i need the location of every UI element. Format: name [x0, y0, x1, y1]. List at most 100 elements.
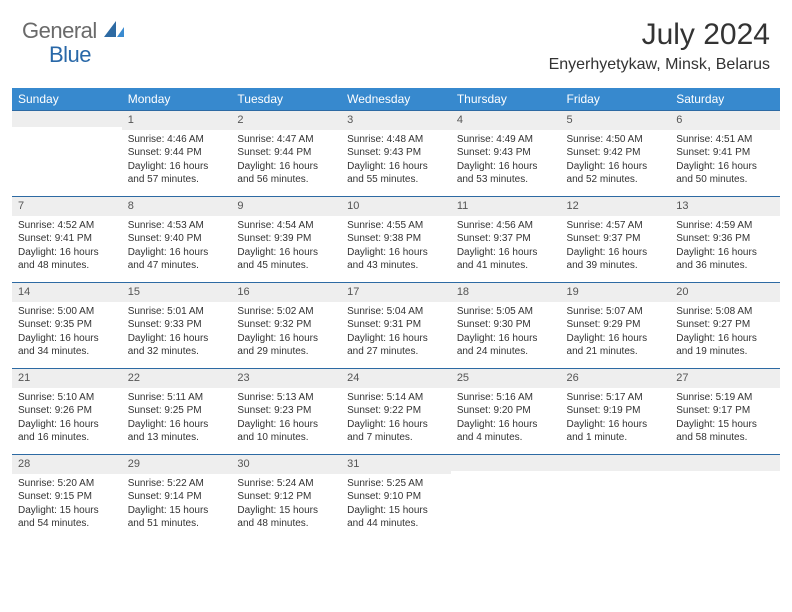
calendar-day-cell: 9Sunrise: 4:54 AMSunset: 9:39 PMDaylight…	[231, 196, 341, 282]
day-info-line: Sunrise: 5:02 AM	[237, 305, 335, 319]
calendar-day-cell: 18Sunrise: 5:05 AMSunset: 9:30 PMDayligh…	[451, 282, 561, 368]
calendar-week-row: 14Sunrise: 5:00 AMSunset: 9:35 PMDayligh…	[12, 282, 780, 368]
day-number: 18	[451, 282, 561, 302]
day-info-line: Daylight: 16 hours and 48 minutes.	[18, 246, 116, 273]
calendar-day-cell: 14Sunrise: 5:00 AMSunset: 9:35 PMDayligh…	[12, 282, 122, 368]
day-info-line: Sunset: 9:36 PM	[676, 232, 774, 246]
day-info-line: Sunset: 9:41 PM	[18, 232, 116, 246]
calendar-day-cell: 28Sunrise: 5:20 AMSunset: 9:15 PMDayligh…	[12, 454, 122, 540]
day-info-line: Daylight: 16 hours and 7 minutes.	[347, 418, 445, 445]
calendar-day-cell: 25 Sunrise: 5:16 AMSunset: 9:20 PMDayligh…	[451, 368, 561, 454]
calendar-day-cell: 17Sunrise: 5:04 AMSunset: 9:31 PMDayligh…	[341, 282, 451, 368]
weekday-header: Thursday	[451, 88, 561, 110]
day-number: 28	[12, 454, 122, 474]
weekday-header: Tuesday	[231, 88, 341, 110]
day-number: 10	[341, 196, 451, 216]
day-number: 24	[341, 368, 451, 388]
day-info-line: Sunset: 9:37 PM	[567, 232, 665, 246]
calendar-day-cell: 15Sunrise: 5:01 AMSunset: 9:33 PMDayligh…	[122, 282, 232, 368]
day-body	[561, 471, 671, 478]
day-body: Sunrise: 5:24 AMSunset: 9:12 PMDaylight:…	[231, 474, 341, 535]
day-info-line: Sunset: 9:38 PM	[347, 232, 445, 246]
day-info-line: Daylight: 16 hours and 10 minutes.	[237, 418, 335, 445]
day-info-line: Sunset: 9:20 PM	[457, 404, 555, 418]
day-number: 3	[341, 110, 451, 130]
day-info-line: Daylight: 16 hours and 52 minutes.	[567, 160, 665, 187]
day-info-line: Sunrise: 5:08 AM	[676, 305, 774, 319]
day-info-line: Sunset: 9:19 PM	[567, 404, 665, 418]
day-number: 2	[231, 110, 341, 130]
day-number: 29	[122, 454, 232, 474]
day-info-line: Sunset: 9:43 PM	[457, 146, 555, 160]
calendar-day-cell: 10Sunrise: 4:55 AMSunset: 9:38 PMDayligh…	[341, 196, 451, 282]
day-number: 4	[451, 110, 561, 130]
calendar-day-cell: 8Sunrise: 4:53 AMSunset: 9:40 PMDaylight…	[122, 196, 232, 282]
day-number: 13	[670, 196, 780, 216]
day-info-line: Sunrise: 5:13 AM	[237, 391, 335, 405]
day-number: 31	[341, 454, 451, 474]
calendar-day-cell: 13Sunrise: 4:59 AMSunset: 9:36 PMDayligh…	[670, 196, 780, 282]
day-info-line: Daylight: 15 hours and 51 minutes.	[128, 504, 226, 531]
day-info-line: Daylight: 16 hours and 13 minutes.	[128, 418, 226, 445]
day-body: Sunrise: 4:53 AMSunset: 9:40 PMDaylight:…	[122, 216, 232, 277]
day-info-line: Sunset: 9:43 PM	[347, 146, 445, 160]
day-body: Sunrise: 5:22 AMSunset: 9:14 PMDaylight:…	[122, 474, 232, 535]
calendar-day-cell: 27Sunrise: 5:19 AMSunset: 9:17 PMDayligh…	[670, 368, 780, 454]
location: Enyerhyetykaw, Minsk, Belarus	[549, 56, 770, 74]
day-info-line: Sunset: 9:32 PM	[237, 318, 335, 332]
day-info-line: Sunset: 9:10 PM	[347, 490, 445, 504]
day-info-line: Sunset: 9:29 PM	[567, 318, 665, 332]
day-body	[670, 471, 780, 478]
day-info-line: Sunset: 9:12 PM	[237, 490, 335, 504]
day-info-line: Sunrise: 4:56 AM	[457, 219, 555, 233]
day-info-line: Sunrise: 5:17 AM	[567, 391, 665, 405]
day-number: 25	[451, 368, 561, 388]
logo-text-general: General	[22, 18, 97, 44]
day-body: Sunrise: 4:50 AMSunset: 9:42 PMDaylight:…	[561, 130, 671, 191]
day-body: Sunrise: 4:47 AMSunset: 9:44 PMDaylight:…	[231, 130, 341, 191]
day-body: Sunrise: 5:25 AMSunset: 9:10 PMDaylight:…	[341, 474, 451, 535]
day-body: Sunrise: 5:17 AMSunset: 9:19 PMDaylight:…	[561, 388, 671, 449]
day-body: Sunrise: 5:14 AMSunset: 9:22 PMDaylight:…	[341, 388, 451, 449]
day-info-line: Sunset: 9:25 PM	[128, 404, 226, 418]
calendar-day-cell: 3Sunrise: 4:48 AMSunset: 9:43 PMDaylight…	[341, 110, 451, 196]
day-number: 26	[561, 368, 671, 388]
calendar-day-cell: 23Sunrise: 5:13 AMSunset: 9:23 PMDayligh…	[231, 368, 341, 454]
day-info-line: Sunrise: 5:05 AM	[457, 305, 555, 319]
day-info-line: Sunset: 9:44 PM	[128, 146, 226, 160]
day-number: 7	[12, 196, 122, 216]
weekday-header: Sunday	[12, 88, 122, 110]
day-body: Sunrise: 4:56 AMSunset: 9:37 PMDaylight:…	[451, 216, 561, 277]
day-number	[670, 454, 780, 471]
day-info-line: Sunset: 9:31 PM	[347, 318, 445, 332]
day-info-line: Sunrise: 5:11 AM	[128, 391, 226, 405]
day-info-line: Sunrise: 4:48 AM	[347, 133, 445, 147]
day-info-line: Daylight: 16 hours and 32 minutes.	[128, 332, 226, 359]
day-body: Sunrise: 4:57 AMSunset: 9:37 PMDaylight:…	[561, 216, 671, 277]
day-info-line: Daylight: 16 hours and 21 minutes.	[567, 332, 665, 359]
day-body: Sunrise: 5:04 AMSunset: 9:31 PMDaylight:…	[341, 302, 451, 363]
day-info-line: Sunrise: 4:50 AM	[567, 133, 665, 147]
day-number: 9	[231, 196, 341, 216]
weekday-header: Saturday	[670, 88, 780, 110]
day-number: 8	[122, 196, 232, 216]
day-body: Sunrise: 5:10 AMSunset: 9:26 PMDaylight:…	[12, 388, 122, 449]
day-info-line: Sunset: 9:30 PM	[457, 318, 555, 332]
day-info-line: Daylight: 15 hours and 54 minutes.	[18, 504, 116, 531]
day-info-line: Daylight: 16 hours and 24 minutes.	[457, 332, 555, 359]
header: General July 2024 Enyerhyetykaw, Minsk, …	[0, 0, 792, 82]
day-info-line: Sunset: 9:22 PM	[347, 404, 445, 418]
logo: General	[22, 18, 128, 44]
day-number: 22	[122, 368, 232, 388]
day-info-line: Daylight: 16 hours and 57 minutes.	[128, 160, 226, 187]
day-info-line: Daylight: 16 hours and 41 minutes.	[457, 246, 555, 273]
day-info-line: Daylight: 16 hours and 4 minutes.	[457, 418, 555, 445]
day-info-line: Sunrise: 4:53 AM	[128, 219, 226, 233]
calendar-week-row: 28Sunrise: 5:20 AMSunset: 9:15 PMDayligh…	[12, 454, 780, 540]
day-info-line: Sunrise: 5:19 AM	[676, 391, 774, 405]
day-body: Sunrise: 5:19 AMSunset: 9:17 PMDaylight:…	[670, 388, 780, 449]
calendar-day-cell: 2Sunrise: 4:47 AMSunset: 9:44 PMDaylight…	[231, 110, 341, 196]
day-info-line: Sunrise: 5:16 AM	[457, 391, 555, 405]
day-info-line: Sunrise: 4:49 AM	[457, 133, 555, 147]
day-body: Sunrise: 5:05 AMSunset: 9:30 PMDaylight:…	[451, 302, 561, 363]
